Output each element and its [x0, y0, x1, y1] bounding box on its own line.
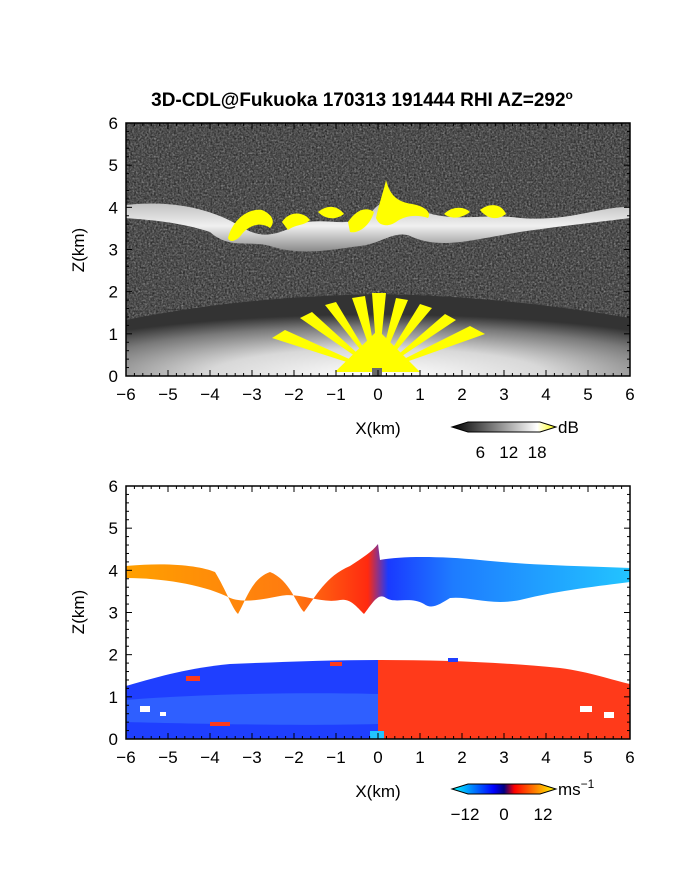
velocity-x-tick-label: −5 — [158, 748, 177, 767]
velocity-colorbar-body — [450, 783, 558, 795]
velocity-x-tick-label: −2 — [284, 748, 303, 767]
velocity-x-tick-label: −1 — [326, 748, 345, 767]
reflectivity-y-tick-label: 1 — [109, 325, 118, 344]
strong-echo-rays — [272, 293, 485, 372]
reflectivity-x-tick-label: 4 — [541, 385, 550, 404]
reflectivity-colorbar-unit: dB — [558, 418, 579, 437]
reflectivity-field — [126, 123, 630, 376]
velocity-y-tick-label: 3 — [109, 604, 118, 623]
velocity-speckle — [140, 658, 614, 726]
cloud-band-velocity — [126, 544, 630, 614]
cloud-band-echo — [126, 200, 630, 252]
velocity-x-tick-label: 6 — [625, 748, 634, 767]
radar-site-marker-velocity — [370, 731, 384, 739]
velocity-x-tick-label: −3 — [242, 748, 261, 767]
velocity-y-tick-label: 0 — [109, 730, 118, 749]
reflectivity-x-tick-label: −1 — [326, 385, 345, 404]
velocity-x-tick-label: −4 — [200, 748, 219, 767]
radar-site-marker — [372, 368, 382, 376]
reflectivity-x-tick-label: 2 — [457, 385, 466, 404]
velocity-y-tick-label: 5 — [109, 519, 118, 538]
reflectivity-x-tick-label: 1 — [415, 385, 424, 404]
velocity-x-tick-label: 4 — [541, 748, 550, 767]
reflectivity-y-axis-title: Z(km) — [69, 228, 88, 272]
velocity-x-tick-label: 1 — [415, 748, 424, 767]
velocity-x-tick-label: 2 — [457, 748, 466, 767]
velocity-colorbar-tick-label: −12 — [451, 805, 480, 824]
reflectivity-colorbar-body — [450, 421, 558, 433]
velocity-colorbar-unit-base: ms — [558, 780, 581, 799]
velocity-y-tick-label: 6 — [109, 477, 118, 496]
reflectivity-colorbar-tick-label: 18 — [528, 443, 547, 462]
figure-title: 3D-CDL@Fukuoka 170313 191444 RHI AZ=292o — [151, 88, 573, 111]
velocity-colorbar: ms−1 −12 0 12 — [450, 777, 595, 824]
velocity-colorbar-unit-exp: −1 — [581, 777, 595, 791]
reflectivity-x-tick-label: −6 — [116, 385, 135, 404]
reflectivity-x-tick-label: 5 — [583, 385, 592, 404]
velocity-x-tick-label: −6 — [116, 748, 135, 767]
reflectivity-x-tick-label: 6 — [625, 385, 634, 404]
reflectivity-x-tick-label: 0 — [373, 385, 382, 404]
velocity-colorbar-tick-label: 0 — [499, 805, 508, 824]
velocity-x-tick-label: 0 — [373, 748, 382, 767]
velocity-x-tick-label: 5 — [583, 748, 592, 767]
velocity-colorbar-tick-label: 12 — [534, 805, 553, 824]
reflectivity-y-tick-label: 2 — [109, 283, 118, 302]
figure-title-degree: o — [566, 88, 573, 102]
velocity-axes: −6 −5 −4 −3 −2 −1 0 1 2 3 4 5 6 0 1 2 3 4 5 6 — [109, 477, 635, 767]
figure-title-text: 3D-CDL@Fukuoka 170313 191444 RHI AZ=292 — [151, 90, 565, 111]
reflectivity-x-tick-label: −3 — [242, 385, 261, 404]
velocity-y-tick-label: 4 — [109, 561, 118, 580]
cloud-strong-echo — [228, 180, 506, 241]
reflectivity-x-tick-label: 3 — [499, 385, 508, 404]
reflectivity-colorbar-tick-label: 6 — [476, 443, 485, 462]
positive-velocity-region — [378, 660, 630, 739]
reflectivity-x-tick-label: −4 — [200, 385, 219, 404]
negative-velocity-core — [126, 693, 378, 725]
velocity-x-tick-label: 3 — [499, 748, 508, 767]
reflectivity-y-tick-label: 5 — [109, 156, 118, 175]
velocity-y-tick-label: 1 — [109, 688, 118, 707]
velocity-y-axis-title: Z(km) — [69, 590, 88, 634]
velocity-x-axis-title: X(km) — [355, 782, 400, 801]
reflectivity-y-tick-label: 6 — [109, 114, 118, 133]
velocity-y-tick-label: 2 — [109, 646, 118, 665]
reflectivity-y-tick-label: 4 — [109, 198, 118, 217]
reflectivity-colorbar: dB 6 12 18 — [450, 418, 579, 462]
reflectivity-y-tick-label: 3 — [109, 241, 118, 260]
velocity-colorbar-unit: ms−1 — [558, 777, 595, 799]
velocity-field — [126, 486, 630, 739]
reflectivity-colorbar-tick-label: 12 — [499, 443, 518, 462]
reflectivity-y-tick-label: 0 — [109, 367, 118, 386]
reflectivity-axes: −6 −5 −4 −3 −2 −1 0 1 2 3 4 5 6 0 1 2 3 4 5 6 — [109, 114, 635, 404]
reflectivity-x-tick-label: −5 — [158, 385, 177, 404]
reflectivity-x-tick-label: −2 — [284, 385, 303, 404]
reflectivity-x-axis-title: X(km) — [355, 419, 400, 438]
